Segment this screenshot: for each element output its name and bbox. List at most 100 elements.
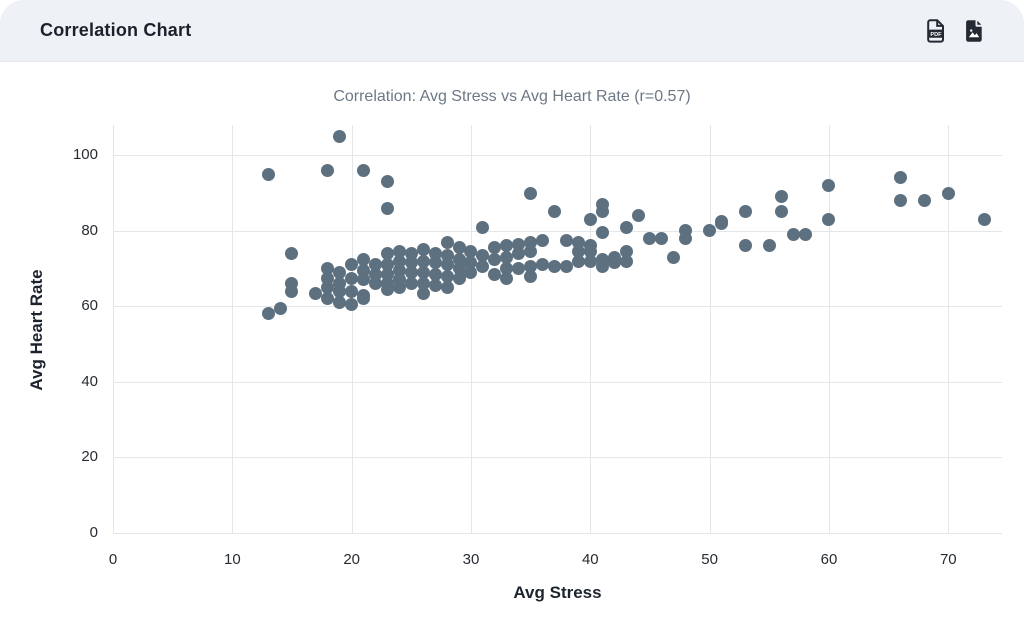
scatter-point[interactable] [464, 265, 478, 279]
scatter-point[interactable] [333, 277, 347, 291]
scatter-point[interactable] [536, 258, 550, 272]
scatter-point[interactable] [357, 288, 371, 302]
scatter-point[interactable] [798, 228, 812, 242]
scatter-point[interactable] [404, 265, 418, 279]
scatter-point[interactable] [345, 258, 359, 272]
scatter-point[interactable] [261, 307, 275, 321]
scatter-point[interactable] [428, 279, 442, 293]
scatter-point[interactable] [333, 296, 347, 310]
scatter-point[interactable] [822, 212, 836, 226]
scatter-point[interactable] [488, 267, 502, 281]
scatter-point[interactable] [583, 254, 597, 268]
scatter-point[interactable] [977, 212, 991, 226]
scatter-point[interactable] [548, 205, 562, 219]
scatter-point[interactable] [667, 250, 681, 264]
scatter-point[interactable] [822, 178, 836, 192]
scatter-point[interactable] [941, 186, 955, 200]
scatter-point[interactable] [380, 267, 394, 281]
scatter-point[interactable] [774, 190, 788, 204]
scatter-point[interactable] [488, 241, 502, 255]
scatter-point[interactable] [404, 246, 418, 260]
scatter-point[interactable] [464, 256, 478, 270]
scatter-point[interactable] [894, 171, 908, 185]
scatter-point[interactable] [619, 245, 633, 259]
scatter-point[interactable] [476, 260, 490, 274]
scatter-point[interactable] [392, 254, 406, 268]
scatter-point[interactable] [333, 265, 347, 279]
scatter-point[interactable] [333, 129, 347, 143]
scatter-point[interactable] [512, 262, 526, 276]
scatter-point[interactable] [357, 163, 371, 177]
scatter-point[interactable] [559, 233, 573, 247]
scatter-point[interactable] [380, 258, 394, 272]
scatter-point[interactable] [786, 228, 800, 242]
scatter-point[interactable] [357, 252, 371, 266]
export-pdf-button[interactable]: PDF [926, 18, 946, 43]
scatter-point[interactable] [571, 235, 585, 249]
scatter-point[interactable] [273, 301, 287, 315]
scatter-point[interactable] [559, 260, 573, 274]
scatter-point[interactable] [619, 220, 633, 234]
scatter-point[interactable] [595, 226, 609, 240]
scatter-point[interactable] [321, 292, 335, 306]
scatter-point[interactable] [392, 245, 406, 259]
scatter-point[interactable] [774, 205, 788, 219]
scatter-point[interactable] [917, 194, 931, 208]
scatter-point[interactable] [524, 260, 538, 274]
scatter-point[interactable] [428, 246, 442, 260]
scatter-point[interactable] [476, 220, 490, 234]
scatter-point[interactable] [357, 263, 371, 277]
scatter-point[interactable] [321, 163, 335, 177]
scatter-point[interactable] [595, 197, 609, 211]
scatter-point[interactable] [321, 271, 335, 285]
export-image-button[interactable] [964, 19, 984, 43]
scatter-point[interactable] [452, 252, 466, 266]
scatter-point[interactable] [536, 233, 550, 247]
scatter-point[interactable] [679, 224, 693, 238]
scatter-point[interactable] [762, 239, 776, 253]
scatter-point[interactable] [500, 250, 514, 264]
scatter-point[interactable] [416, 286, 430, 300]
scatter-point[interactable] [715, 214, 729, 228]
scatter-point[interactable] [285, 277, 299, 291]
scatter-point[interactable] [524, 235, 538, 249]
scatter-point[interactable] [440, 269, 454, 283]
scatter-point[interactable] [392, 273, 406, 287]
scatter-point[interactable] [440, 235, 454, 249]
scatter-point[interactable] [738, 205, 752, 219]
scatter-point[interactable] [571, 254, 585, 268]
scatter-point[interactable] [428, 267, 442, 281]
scatter-point[interactable] [488, 252, 502, 266]
scatter-point[interactable] [524, 186, 538, 200]
scatter-point[interactable] [416, 254, 430, 268]
scatter-point[interactable] [583, 212, 597, 226]
scatter-point[interactable] [416, 243, 430, 257]
scatter-point[interactable] [404, 277, 418, 291]
scatter-point[interactable] [583, 239, 597, 253]
scatter-point[interactable] [440, 248, 454, 262]
scatter-point[interactable] [404, 256, 418, 270]
scatter-point[interactable] [500, 262, 514, 276]
scatter-point[interactable] [894, 194, 908, 208]
scatter-point[interactable] [345, 271, 359, 285]
scatter-point[interactable] [512, 237, 526, 251]
scatter-point[interactable] [285, 246, 299, 260]
scatter-point[interactable] [607, 250, 621, 264]
scatter-point[interactable] [500, 271, 514, 285]
scatter-point[interactable] [500, 239, 514, 253]
scatter-point[interactable] [619, 254, 633, 268]
scatter-point[interactable] [595, 252, 609, 266]
scatter-point[interactable] [261, 167, 275, 181]
scatter-point[interactable] [345, 297, 359, 311]
scatter-point[interactable] [345, 284, 359, 298]
scatter-point[interactable] [548, 260, 562, 274]
scatter-point[interactable] [380, 246, 394, 260]
scatter-point[interactable] [309, 286, 323, 300]
scatter-point[interactable] [643, 231, 657, 245]
scatter-point[interactable] [440, 258, 454, 272]
scatter-point[interactable] [416, 265, 430, 279]
scatter-point[interactable] [440, 280, 454, 294]
scatter-point[interactable] [321, 262, 335, 276]
scatter-point[interactable] [452, 271, 466, 285]
scatter-point[interactable] [452, 241, 466, 255]
